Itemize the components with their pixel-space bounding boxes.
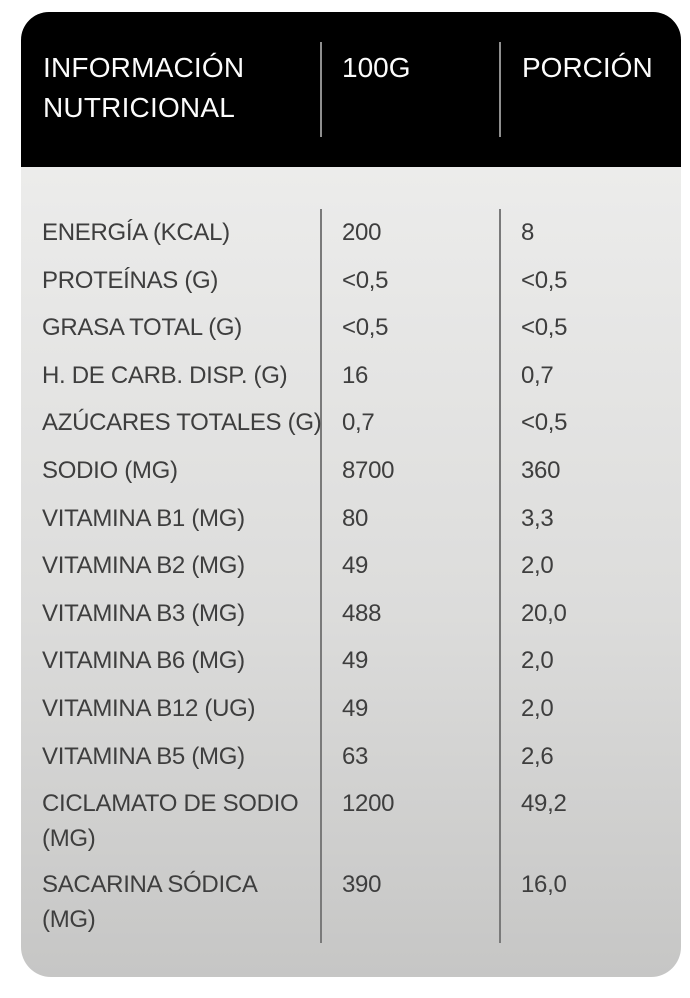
- row-label: PROTEÍNAS (G): [42, 266, 219, 294]
- row-value-porcion: <0,5: [521, 409, 568, 437]
- column-divider-2: [499, 209, 501, 943]
- row-value-porcion: 2,0: [521, 647, 554, 675]
- row-label: VITAMINA B12 (UG): [42, 694, 256, 722]
- table-row: VITAMINA B6 (MG) 49 2,0: [21, 637, 681, 685]
- row-value-porcion: 2,6: [521, 742, 554, 770]
- row-value-100g: 8700: [342, 456, 395, 484]
- row-label: H. DE CARB. DISP. (G): [42, 361, 288, 389]
- row-value-porcion: 0,7: [521, 361, 554, 389]
- table-row: CICLAMATO DE SODIO (MG) 1200 49,2: [21, 780, 681, 861]
- row-label: VITAMINA B5 (MG): [42, 742, 245, 770]
- table-row: VITAMINA B2 (MG) 49 2,0: [21, 542, 681, 590]
- row-value-100g: 488: [342, 599, 382, 627]
- row-value-porcion: <0,5: [521, 266, 568, 294]
- row-label: VITAMINA B2 (MG): [42, 552, 245, 580]
- row-value-porcion: 360: [521, 456, 561, 484]
- table-row: AZÚCARES TOTALES (G) 0,7 <0,5: [21, 399, 681, 447]
- row-value-100g: <0,5: [342, 314, 389, 342]
- row-label: VITAMINA B3 (MG): [42, 599, 245, 627]
- column-divider-1: [320, 209, 322, 943]
- row-value-100g: 49: [342, 647, 369, 675]
- table-row: GRASA TOTAL (G) <0,5 <0,5: [21, 304, 681, 352]
- row-label: VITAMINA B6 (MG): [42, 647, 245, 675]
- row-label: GRASA TOTAL (G): [42, 314, 242, 342]
- header-divider-1: [320, 42, 322, 137]
- table-row: H. DE CARB. DISP. (G) 16 0,7: [21, 352, 681, 400]
- table-row: VITAMINA B5 (MG) 63 2,6: [21, 733, 681, 781]
- row-value-porcion: 3,3: [521, 504, 554, 532]
- header-title: INFORMACIÓN NUTRICIONAL: [43, 48, 244, 128]
- table-row: VITAMINA B12 (UG) 49 2,0: [21, 685, 681, 733]
- row-value-100g: <0,5: [342, 266, 389, 294]
- table-rows: ENERGÍA (KCAL) 200 8 PROTEÍNAS (G) <0,5 …: [21, 209, 681, 942]
- row-label: SODIO (MG): [42, 456, 178, 484]
- header-col-porcion: PORCIÓN: [522, 52, 653, 83]
- row-label: SACARINA SÓDICA (MG): [42, 871, 258, 934]
- header-title-line2: NUTRICIONAL: [43, 92, 235, 123]
- table-row: SACARINA SÓDICA (MG) 390 16,0: [21, 861, 681, 942]
- row-value-100g: 49: [342, 552, 369, 580]
- table-row: ENERGÍA (KCAL) 200 8: [21, 209, 681, 257]
- row-value-porcion: 8: [521, 219, 535, 246]
- row-value-100g: 80: [342, 504, 369, 532]
- row-value-porcion: 20,0: [521, 599, 567, 627]
- row-value-100g: 1200: [342, 790, 395, 818]
- row-value-100g: 49: [342, 694, 369, 722]
- table-row: SODIO (MG) 8700 360: [21, 447, 681, 495]
- row-value-100g: 200: [342, 219, 382, 246]
- table-row: PROTEÍNAS (G) <0,5 <0,5: [21, 257, 681, 305]
- row-value-porcion: 16,0: [521, 871, 567, 899]
- table-row: VITAMINA B1 (MG) 80 3,3: [21, 495, 681, 543]
- row-value-porcion: 2,0: [521, 694, 554, 722]
- row-value-porcion: 49,2: [521, 790, 567, 818]
- table-header: INFORMACIÓN NUTRICIONAL 100G PORCIÓN: [21, 12, 681, 167]
- table-body: ENERGÍA (KCAL) 200 8 PROTEÍNAS (G) <0,5 …: [21, 167, 681, 977]
- row-label: VITAMINA B1 (MG): [42, 504, 245, 532]
- row-label: CICLAMATO DE SODIO (MG): [42, 790, 299, 853]
- row-value-100g: 16: [342, 361, 369, 389]
- header-title-line1: INFORMACIÓN: [43, 52, 245, 83]
- row-value-100g: 63: [342, 742, 369, 770]
- header-col-100g: 100G: [342, 52, 411, 83]
- row-value-100g: 0,7: [342, 409, 375, 437]
- row-value-porcion: 2,0: [521, 552, 554, 580]
- row-value-porcion: <0,5: [521, 314, 568, 342]
- table-row: VITAMINA B3 (MG) 488 20,0: [21, 590, 681, 638]
- row-label: ENERGÍA (KCAL): [42, 219, 230, 246]
- row-value-100g: 390: [342, 871, 382, 899]
- header-divider-2: [499, 42, 501, 137]
- row-label: AZÚCARES TOTALES (G): [42, 409, 322, 437]
